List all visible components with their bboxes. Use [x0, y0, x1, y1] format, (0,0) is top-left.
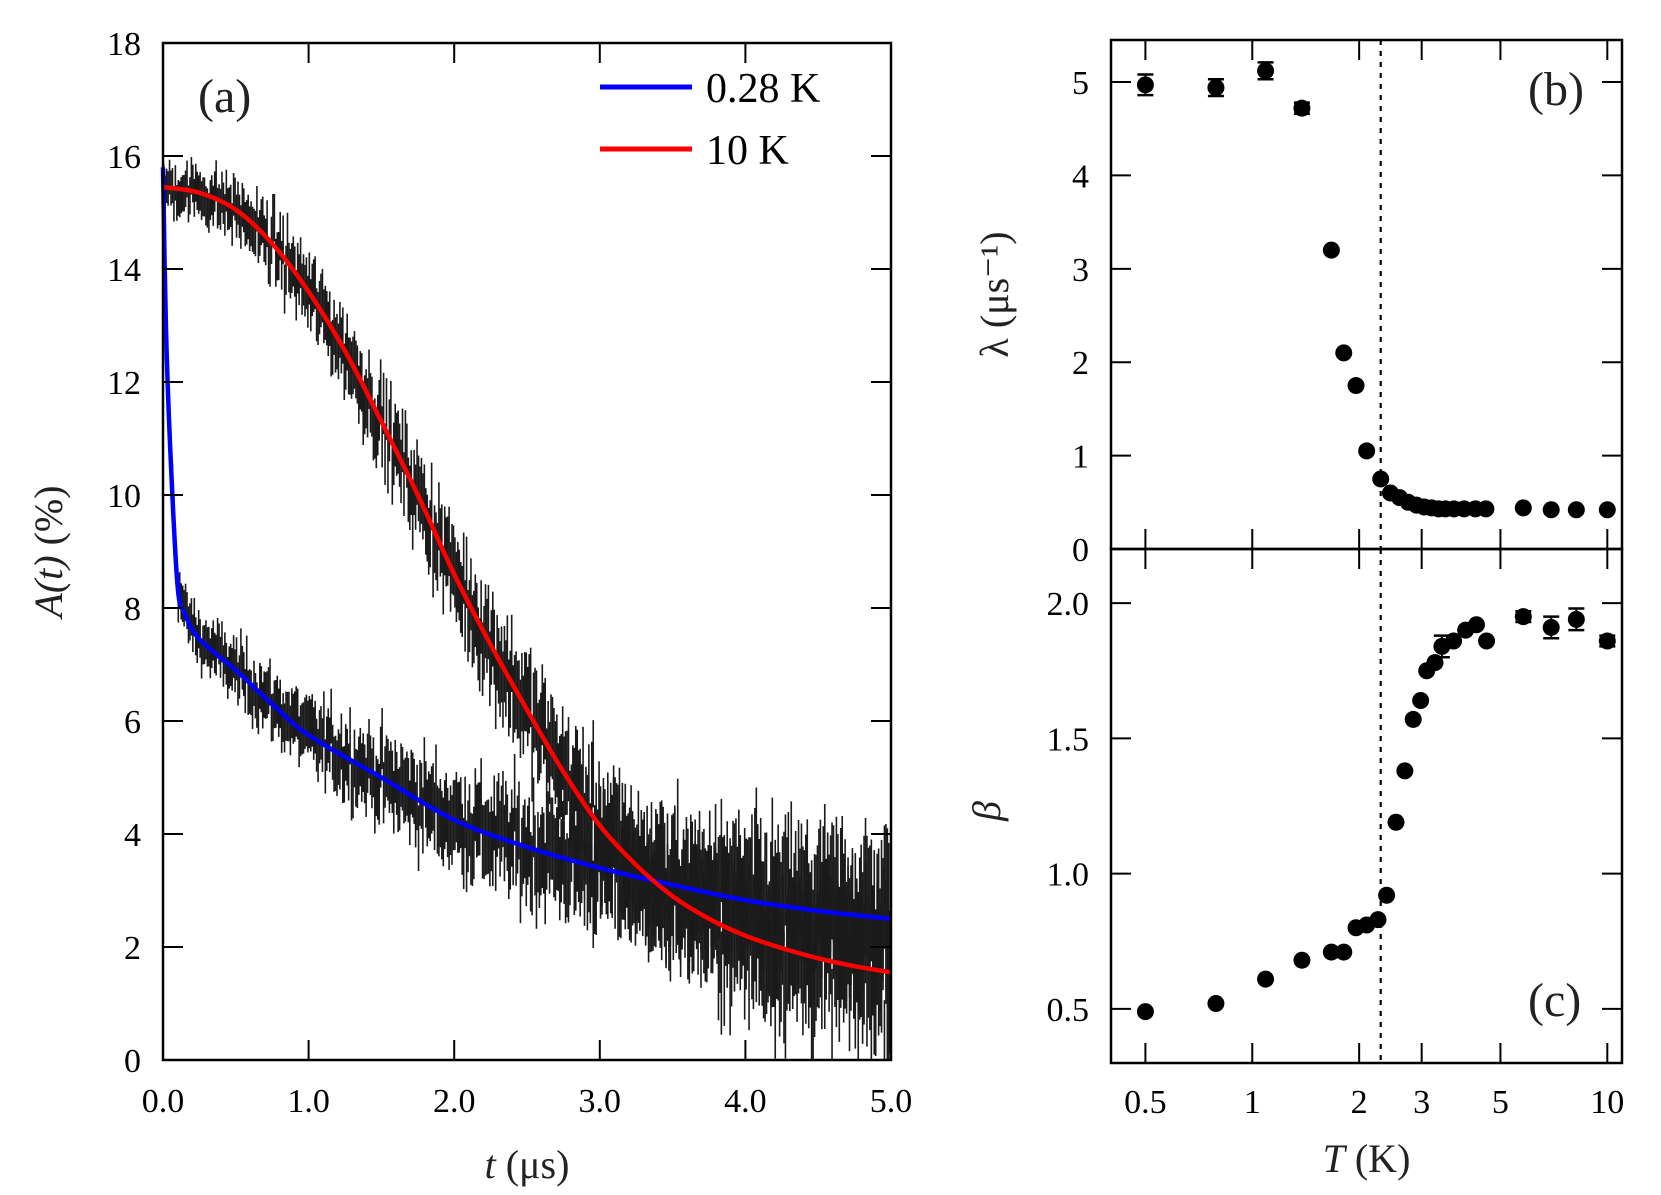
panel-a-x-axis-title: t (μs): [485, 1142, 570, 1187]
y-axis-unit: (%): [26, 485, 71, 555]
x-tick-label: 0.5: [1124, 1084, 1167, 1121]
data-point: [1598, 501, 1616, 519]
x-axis-var: T: [1323, 1136, 1348, 1181]
y-tick-label: 3: [1072, 252, 1089, 289]
data-point: [1445, 632, 1463, 650]
x-tick-label: 1.0: [287, 1083, 330, 1120]
x-tick-label: 2: [1351, 1084, 1368, 1121]
panel-a-ticks: 0.0 1.0 2.0 3.0 4.0 5.0 0 2 4 6 8 10 12 14 16 18: [107, 26, 912, 1120]
x-axis-unit: (μs): [496, 1142, 570, 1187]
data-point: [1542, 618, 1560, 636]
y-tick-label: 4: [1072, 158, 1089, 195]
y-tick-label: 18: [107, 26, 141, 63]
x-axis-unit: (K): [1345, 1136, 1411, 1181]
legend-label-0p28k: 0.28 K: [706, 66, 820, 112]
data-point: [1567, 501, 1585, 519]
panel-a-tag: (a): [198, 70, 251, 123]
panel-b-frame: [1109, 38, 1624, 551]
data-point: [1369, 911, 1387, 929]
data-point: [1293, 99, 1311, 117]
panel-c-frame: [1109, 547, 1624, 1065]
panel-b-data-points: [1136, 61, 1616, 519]
x-tick-label: 3: [1413, 1084, 1430, 1121]
fit-curve-10k: [162, 184, 892, 975]
data-point: [1396, 762, 1414, 780]
data-point: [1567, 610, 1585, 628]
data-point: [1478, 632, 1496, 650]
data-point: [1514, 499, 1532, 517]
panel-c-ticks: 0.5 1.0 1.5 2.0 0.5 1 2 3 5 10: [1047, 549, 1624, 1121]
data-point: [1477, 500, 1495, 518]
x-tick-label: 1: [1244, 1084, 1261, 1121]
x-tick-label: 0.0: [142, 1083, 185, 1120]
x-tick-label: 2.0: [433, 1083, 476, 1120]
data-point: [1347, 377, 1365, 395]
y-tick-label: 2: [124, 930, 141, 967]
data-point: [1598, 632, 1616, 650]
y-tick-label: 1: [1072, 439, 1089, 476]
y-tick-label: 6: [124, 704, 141, 741]
data-point: [1467, 616, 1485, 634]
y-tick-label: 5: [1072, 65, 1089, 102]
data-point: [1335, 943, 1353, 961]
panel-c-y-axis-title: β: [964, 801, 1009, 822]
data-point: [1293, 951, 1311, 969]
data-point: [1322, 241, 1340, 259]
panel-c-tag: (c): [1528, 974, 1581, 1027]
x-tick-label: 3.0: [579, 1083, 622, 1120]
y-tick-label: 12: [107, 365, 141, 402]
y-axis-var: A(t): [26, 555, 71, 620]
panel-b-lambda-vs-temperature: 0 1 2 3 4 5 (b) λ (μs⁻¹): [972, 38, 1624, 569]
panel-b-ticks: 0 1 2 3 4 5: [1072, 40, 1622, 569]
y-tick-label: 10: [107, 478, 141, 515]
data-point: [1404, 710, 1422, 728]
legend-label-10k: 10 K: [706, 128, 789, 174]
y-tick-label: 0: [1072, 532, 1089, 569]
panel-a-asymmetry-vs-time: 0.0 1.0 2.0 3.0 4.0 5.0 0 2 4 6 8 10 12 14 16 18 (a) 0.…: [26, 26, 912, 1187]
data-point: [1387, 813, 1405, 831]
panel-a-data-points: [162, 157, 892, 1060]
y-tick-label: 0: [124, 1043, 141, 1080]
fit-curve-0p28k: [160, 167, 892, 921]
panel-b-y-axis-title: λ (μs⁻¹): [972, 231, 1017, 357]
data-point: [1514, 608, 1532, 626]
data-point: [1412, 691, 1430, 709]
data-point: [1358, 442, 1376, 460]
panel-a-frame: [161, 41, 893, 1062]
panel-a-y-axis-title: A(t) (%): [26, 485, 71, 620]
x-tick-label: 4.0: [724, 1083, 767, 1120]
data-point: [1372, 470, 1390, 488]
data-point: [1257, 62, 1275, 80]
data-point: [1207, 79, 1225, 97]
x-tick-label: 5: [1492, 1084, 1509, 1121]
y-tick-label: 16: [107, 139, 141, 176]
data-point: [1322, 943, 1340, 961]
x-tick-label: 10: [1590, 1084, 1624, 1121]
y-tick-label: 0.5: [1047, 992, 1090, 1029]
y-tick-label: 4: [124, 817, 141, 854]
y-tick-label: 2.0: [1047, 586, 1090, 623]
panel-c-beta-vs-temperature: 0.5 1.0 1.5 2.0 0.5 1 2 3 5 10 (c) β T (K): [964, 547, 1624, 1181]
data-point: [1542, 501, 1560, 519]
panel-c-data-points: [1136, 607, 1616, 1021]
y-tick-label: 8: [124, 591, 141, 628]
y-tick-label: 1.5: [1047, 721, 1090, 758]
panel-c-x-axis-title: T (K): [1323, 1136, 1411, 1181]
data-point: [1207, 994, 1225, 1012]
data-point: [1257, 970, 1275, 988]
x-tick-label: 5.0: [870, 1083, 913, 1120]
data-point: [1136, 76, 1154, 94]
data-point: [1136, 1003, 1154, 1021]
panel-b-tag: (b): [1528, 63, 1584, 116]
x-axis-var: t: [485, 1142, 497, 1187]
y-tick-label: 14: [107, 252, 141, 289]
panel-a-legend: 0.28 K 10 K: [600, 66, 820, 174]
data-point: [1378, 886, 1396, 904]
data-point: [1335, 344, 1353, 362]
panel-a-fit-curves: [160, 167, 892, 975]
y-tick-label: 1.0: [1047, 857, 1090, 894]
y-tick-label: 2: [1072, 345, 1089, 382]
